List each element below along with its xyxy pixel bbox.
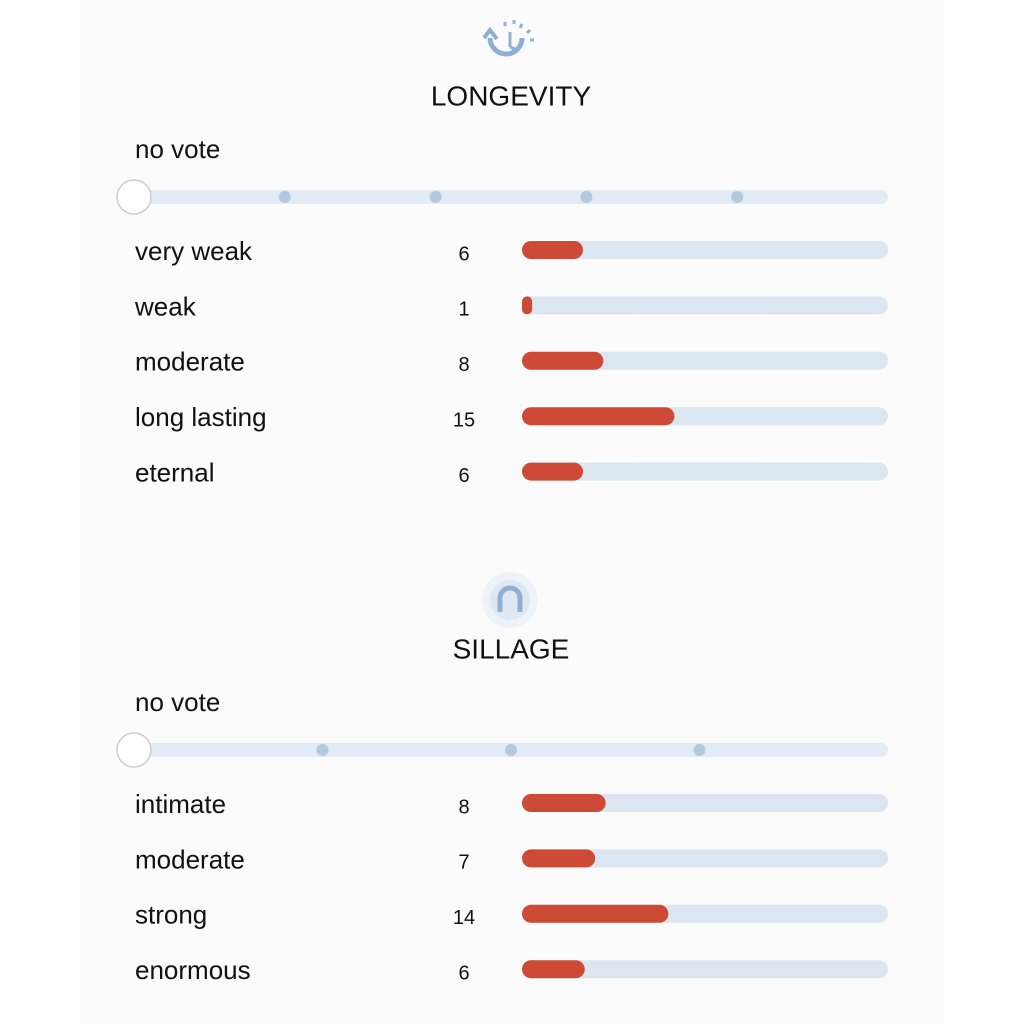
- slider-step: [693, 744, 706, 756]
- vote-count: 15: [453, 409, 475, 431]
- slider-step: [505, 744, 517, 756]
- slider-thumb[interactable]: [116, 732, 152, 768]
- option-label: enormous: [135, 955, 251, 985]
- section-title: SILLAGE: [453, 633, 570, 664]
- option-label: very weak: [135, 236, 253, 266]
- vote-bar: [522, 296, 533, 315]
- option-label: intimate: [135, 789, 226, 819]
- slider-step: [429, 191, 442, 203]
- sillage-icon: [482, 572, 538, 628]
- slider-label: no vote: [135, 134, 220, 164]
- bar-track: [522, 794, 888, 812]
- vote-count: 7: [458, 852, 469, 874]
- vote-bar: [522, 904, 669, 923]
- slider-step: [316, 744, 329, 756]
- slider-step: [580, 191, 593, 203]
- vote-count: 1: [458, 299, 469, 321]
- option-label: weak: [134, 291, 197, 321]
- bar-track: [522, 960, 888, 979]
- slider-thumb[interactable]: [116, 179, 152, 215]
- vote-count: 14: [453, 907, 475, 929]
- option-label: strong: [135, 900, 207, 930]
- vote-count: 6: [458, 962, 469, 984]
- bar-track: [522, 849, 888, 868]
- vote-bar: [522, 794, 606, 812]
- bar-track: [522, 351, 888, 370]
- longevity-icon: [482, 20, 534, 57]
- vote-bar: [522, 351, 604, 370]
- slider-step: [731, 191, 744, 203]
- vote-bar: [522, 407, 675, 426]
- option-label: eternal: [135, 457, 215, 487]
- vote-bar: [522, 960, 585, 979]
- section-title: LONGEVITY: [431, 80, 592, 111]
- vote-bar: [522, 462, 583, 481]
- option-label: long lasting: [135, 402, 267, 432]
- bar-track: [522, 462, 888, 481]
- option-label: moderate: [135, 347, 245, 377]
- vote-count: 8: [458, 354, 469, 376]
- slider-track: [120, 190, 888, 204]
- bar-track: [522, 296, 888, 315]
- vote-count: 8: [458, 796, 469, 818]
- vote-count: 6: [458, 465, 469, 487]
- bar-track: [522, 241, 888, 259]
- slider-step: [278, 191, 291, 203]
- vote-count: 6: [458, 243, 469, 265]
- vote-bar: [522, 849, 596, 868]
- slider-track: [120, 743, 888, 757]
- slider-label: no vote: [135, 687, 220, 717]
- vote-bar: [522, 241, 583, 259]
- option-label: moderate: [135, 844, 245, 874]
